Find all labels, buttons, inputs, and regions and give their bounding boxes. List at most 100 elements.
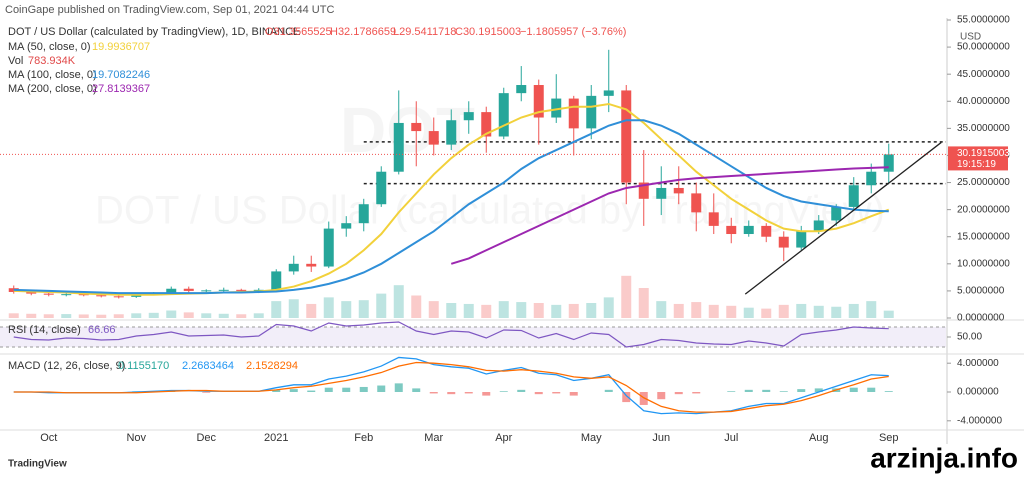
publisher-note: CoinGape published on TradingView.com, S… bbox=[5, 4, 334, 16]
volume-bar bbox=[166, 310, 177, 318]
histogram-bar bbox=[499, 391, 508, 392]
volume-bar bbox=[533, 303, 544, 318]
volume-bar bbox=[8, 313, 19, 318]
candle-body bbox=[341, 223, 352, 229]
volume-bar bbox=[726, 305, 737, 318]
ohlc-low: L29.5411718 bbox=[393, 26, 456, 38]
candle-body bbox=[411, 122, 422, 132]
histogram-bar bbox=[692, 392, 701, 394]
volume-bar bbox=[358, 300, 369, 318]
volume-bar bbox=[778, 304, 789, 318]
histogram-bar bbox=[569, 392, 578, 396]
pane-value: 0.1155170 bbox=[118, 360, 169, 372]
y-tick-label: 0.0000000 bbox=[957, 313, 1005, 324]
candle-body bbox=[621, 90, 632, 183]
volume-bar bbox=[691, 302, 702, 318]
x-tick-label: Mar bbox=[424, 432, 443, 444]
histogram-bar bbox=[657, 392, 666, 400]
x-tick-label: Feb bbox=[354, 432, 373, 444]
histogram-bar bbox=[674, 392, 683, 395]
y-tick-label: 20.0000000 bbox=[957, 204, 1010, 215]
legend-value: 27.8139367 bbox=[92, 83, 150, 95]
ohlc-high: H32.1786659 bbox=[330, 26, 396, 38]
volume-bar bbox=[113, 314, 124, 318]
symbol-title: DOT / US Dollar (calculated by TradingVi… bbox=[8, 26, 300, 38]
candle-body bbox=[551, 98, 562, 118]
volume-bar bbox=[253, 313, 264, 318]
candle-body bbox=[761, 225, 772, 237]
candle-body bbox=[236, 289, 247, 291]
candle-body bbox=[43, 293, 54, 295]
x-tick-label: Jun bbox=[652, 432, 670, 444]
histogram-bar bbox=[622, 392, 631, 403]
y-tick-label: 50.00 bbox=[957, 332, 982, 343]
histogram-bar bbox=[482, 392, 491, 396]
volume-bar bbox=[551, 304, 562, 318]
volume-bar bbox=[603, 297, 614, 318]
histogram-bar bbox=[412, 388, 421, 392]
histogram-bar bbox=[797, 389, 806, 392]
candle-body bbox=[586, 95, 597, 129]
last-price-label: 30.1915003 bbox=[957, 148, 1010, 159]
x-tick-label: Aug bbox=[809, 432, 829, 444]
histogram-bar bbox=[762, 389, 771, 392]
candle-body bbox=[131, 294, 142, 297]
x-tick-label: Jul bbox=[724, 432, 738, 444]
ohlc-close: C30.1915003 bbox=[455, 26, 521, 38]
volume-bar bbox=[236, 314, 247, 318]
histogram-bar bbox=[727, 391, 736, 392]
pane-value: 2.1528294 bbox=[246, 360, 298, 372]
candle-body bbox=[428, 131, 439, 145]
histogram-bar bbox=[359, 386, 368, 392]
candle-body bbox=[726, 225, 737, 235]
histogram-bar bbox=[814, 388, 823, 392]
candle-body bbox=[183, 288, 194, 291]
volume-bar bbox=[341, 301, 352, 318]
candle-body bbox=[743, 225, 754, 235]
candle-body bbox=[866, 171, 877, 186]
ohlc-open: O31.3565525 bbox=[265, 26, 332, 38]
histogram-bar bbox=[517, 389, 526, 392]
candle-body bbox=[831, 206, 842, 221]
histogram-bar bbox=[447, 392, 456, 395]
volume-bar bbox=[428, 301, 439, 318]
x-tick-label: Oct bbox=[40, 432, 57, 444]
histogram-bar bbox=[307, 390, 316, 392]
volume-bar bbox=[621, 275, 632, 318]
volume-bar bbox=[463, 303, 474, 318]
candle-body bbox=[201, 290, 212, 292]
histogram-bar bbox=[202, 392, 211, 393]
volume-bar bbox=[61, 314, 72, 318]
candle-body bbox=[253, 289, 264, 291]
volume-bar bbox=[586, 303, 597, 318]
candle-body bbox=[848, 185, 859, 207]
histogram-bar bbox=[464, 392, 473, 394]
candle-body bbox=[656, 187, 667, 199]
volume-bar bbox=[848, 303, 859, 318]
legend-name: MA (50, close, 0) bbox=[8, 41, 91, 53]
currency-unit: USD bbox=[960, 32, 981, 43]
candle-body bbox=[271, 271, 282, 290]
candle-body bbox=[358, 204, 369, 224]
moving-average-line bbox=[13, 102, 890, 296]
y-tick-label: 50.0000000 bbox=[957, 42, 1010, 53]
candle-body bbox=[463, 112, 474, 121]
candle-body bbox=[883, 154, 894, 172]
candle-body bbox=[96, 295, 107, 297]
candle-body bbox=[813, 220, 824, 232]
volume-bar bbox=[866, 301, 877, 318]
candle-body bbox=[61, 294, 72, 296]
candle-body bbox=[288, 263, 299, 272]
volume-bar bbox=[813, 305, 824, 318]
candle-body bbox=[218, 289, 229, 291]
macd-line bbox=[13, 361, 889, 413]
volume-bar bbox=[638, 288, 649, 318]
volume-bar bbox=[708, 304, 719, 318]
volume-bar bbox=[201, 313, 212, 318]
volume-bar bbox=[498, 301, 509, 318]
candle-body bbox=[691, 193, 702, 213]
histogram-bar bbox=[884, 391, 893, 392]
rsi-line bbox=[13, 321, 889, 348]
legend-value: 19.7082246 bbox=[92, 69, 150, 81]
x-tick-label: 2021 bbox=[264, 432, 288, 444]
